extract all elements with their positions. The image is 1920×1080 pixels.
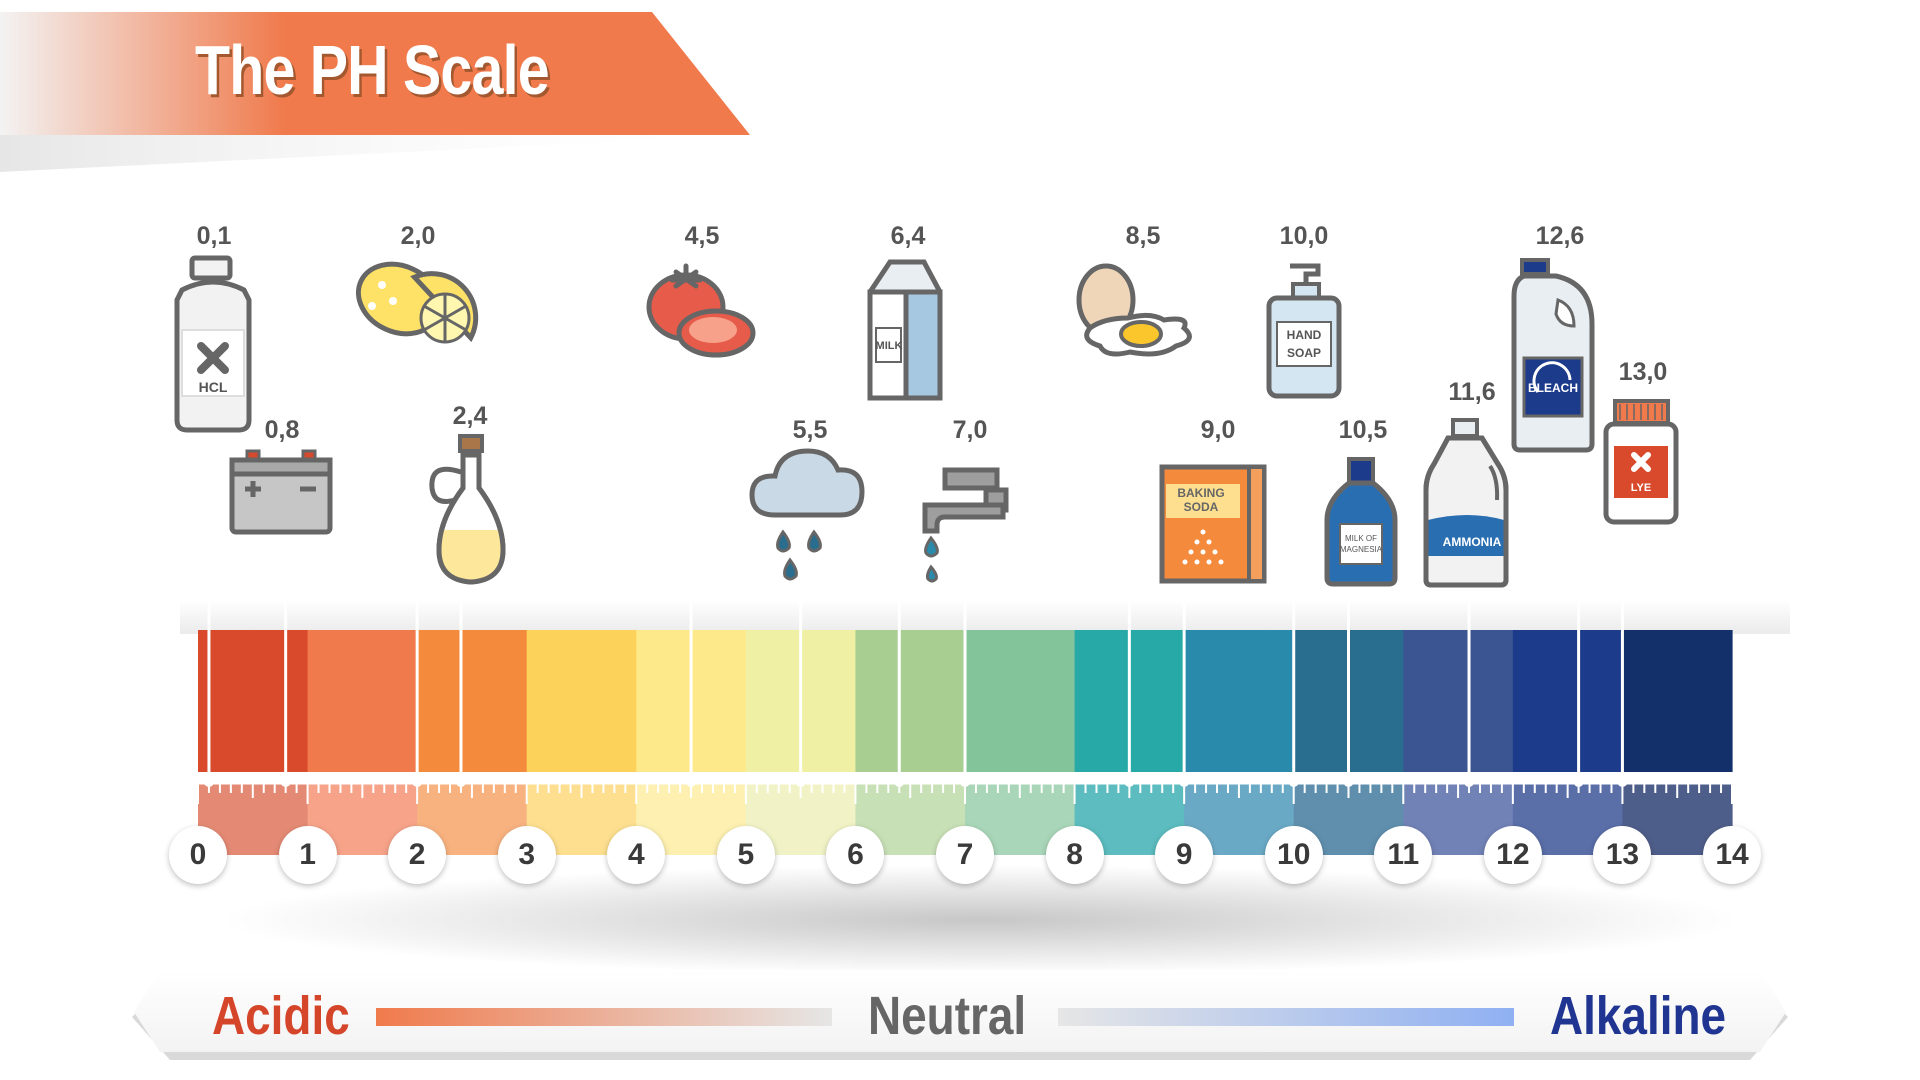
ph-value-lye: 13,0 [1618,358,1668,386]
scale-segment-6 [855,630,966,772]
svg-text:AMMONIA: AMMONIA [1443,535,1502,549]
page-title: The PH Scale [195,31,550,109]
lye-label: LYE [1631,482,1651,494]
scale-tick-10: 10 [1264,826,1323,884]
water-tap-icon [922,467,1009,583]
ph-value-tap-water: 7,0 [952,416,988,444]
ammonia-bottle-icon: AMMONIA [1423,418,1509,588]
legend-alkaline: Alkaline [1550,986,1727,1046]
scale-segment-0 [198,630,309,772]
scale-top-shade [180,600,1790,634]
ph-value-vinegar: 2,4 [452,402,488,430]
hcl-label: HCL [199,379,228,395]
scale-segment-11 [1403,630,1514,772]
ph-marker-dot-12 [1464,777,1475,787]
svg-text:MILK OF: MILK OF [1345,534,1377,543]
scale-tick-6: 6 [826,826,885,884]
scale-segment-2 [417,630,528,772]
scale-tick-11: 11 [1374,826,1433,884]
ph-value-hand-soap: 10,0 [1279,222,1329,250]
ph-value-battery: 0,8 [264,416,300,444]
ph-marker-dot-8 [1124,777,1135,787]
scale-tick-4: 4 [607,826,666,884]
scale-tick-13: 13 [1593,826,1652,884]
battery-icon [229,449,333,535]
scale-shadow [220,865,1740,975]
scale-tick-12: 12 [1483,826,1542,884]
ph-value-rain: 5,5 [792,416,828,444]
ph-marker-dot-9 [1179,777,1190,787]
ph-value-bleach: 12,6 [1535,222,1585,250]
bleach-bottle-icon: BLEACH [1511,258,1595,453]
svg-text:MAGNESIA: MAGNESIA [1340,545,1383,554]
legend-banner [134,970,1786,1052]
scale-segment-9 [1184,630,1295,772]
ph-value-tomato: 4,5 [684,222,720,250]
ph-value-egg: 8,5 [1125,222,1161,250]
scale-tick-2: 2 [388,826,447,884]
tomato-icon [646,263,756,358]
scale-tick-9: 9 [1155,826,1214,884]
ph-value-milk: 6,4 [890,222,926,250]
scale-tick-14: 14 [1703,826,1761,884]
scale-segment-13 [1622,630,1733,772]
ph-marker-dot-14 [1617,777,1628,787]
ph-marker-dot-4 [686,777,697,787]
svg-text:BLEACH: BLEACH [1528,381,1578,395]
ph-marker-dot-10 [1288,777,1299,787]
baking-soda-icon: BAKING SODA [1159,464,1267,584]
item-icons: HCL [174,255,1679,588]
scale-tick-3: 3 [497,826,556,884]
ph-value-hcl: 0,1 [196,222,232,250]
milk-carton-icon: MILK [867,259,943,401]
legend-acidic: Acidic [212,986,350,1046]
ph-marker-dot-13 [1573,777,1584,787]
hcl-bottle-icon: HCL [174,255,252,433]
ph-marker-dot-2 [412,777,423,787]
ph-marker-dot-5 [795,777,806,787]
ph-value-magnesia: 10,5 [1338,416,1388,444]
vinegar-icon [429,434,506,585]
ph-value-lemon: 2,0 [400,222,436,250]
magnesia-bottle-icon: MILK OF MAGNESIA [1324,457,1398,587]
title-banner [0,12,750,172]
scale-segment-3 [526,630,637,772]
ph-value-baking-soda: 9,0 [1200,416,1236,444]
baking-soda-label-line2: SODA [1184,500,1219,514]
scale-tick-5: 5 [716,826,775,884]
baking-soda-label-line1: BAKING [1177,486,1224,500]
scale-tick-0: 0 [169,826,227,884]
hand-soap-icon: HAND SOAP [1266,263,1342,399]
ph-marker-dot-7 [960,777,970,787]
scale-tick-8: 8 [1045,826,1104,884]
ph-marker-dot-3 [455,777,466,787]
ph-marker-dot-0 [203,777,214,787]
lemon-icon [355,261,479,344]
legend-neutral: Neutral [868,986,1027,1046]
svg-text:HAND: HAND [1287,328,1322,342]
ph-value-ammonia: 11,6 [1448,378,1496,406]
scale-segment-12 [1512,630,1624,772]
scale-tick-7: 7 [936,826,994,884]
rain-cloud-icon [749,448,865,581]
egg-icon [1076,263,1192,357]
ph-marker-dot-6 [894,777,905,787]
ph-marker-dot-11 [1343,777,1354,787]
ph-marker-dot-1 [280,777,291,787]
svg-text:SOAP: SOAP [1287,346,1321,360]
scale-tick-1: 1 [278,826,337,884]
lye-jar-icon: LYE [1603,399,1679,525]
milk-label: MILK [876,340,903,352]
scale-segment-1 [307,630,418,772]
alkaline-gradient-line [1058,1008,1514,1026]
scale-segment-7 [965,630,1076,772]
acidic-gradient-line [376,1008,832,1026]
